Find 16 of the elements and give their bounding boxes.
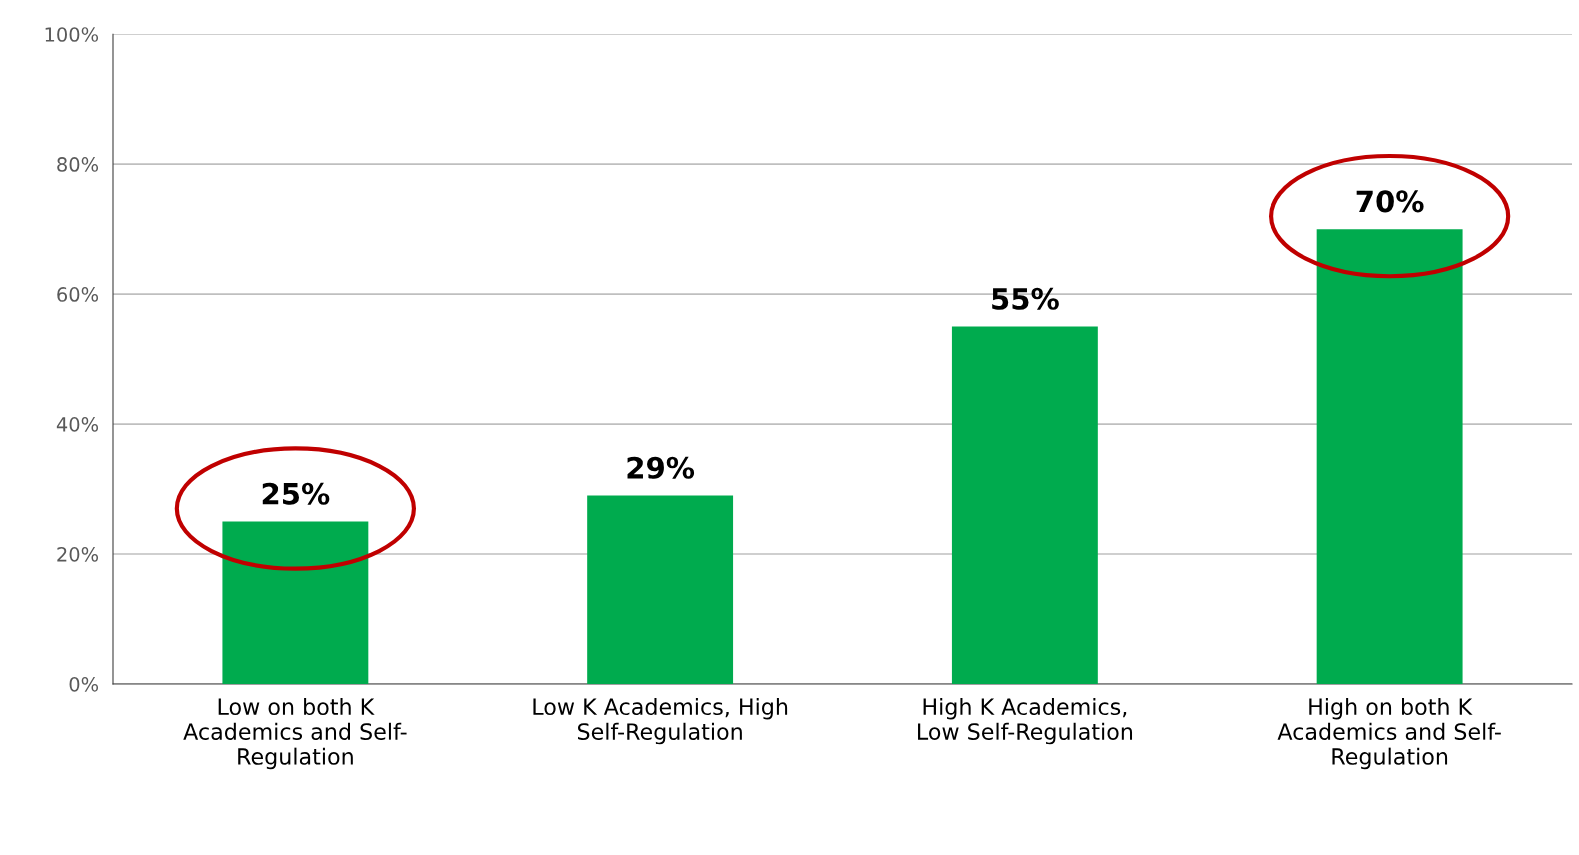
x-tick-label: Low K Academics, High Self-Regulation	[533, 697, 788, 745]
bar	[587, 495, 734, 684]
y-tick-label: 100%	[45, 27, 99, 42]
y-tick-label: 80%	[57, 157, 99, 172]
data-label: 25%	[262, 482, 330, 505]
bar	[951, 326, 1098, 684]
y-tick-label: 60%	[57, 287, 99, 302]
y-tick-label: 0%	[69, 676, 99, 692]
x-tick-label: High on both K Academics and Self- Regulation	[1277, 697, 1501, 770]
x-tick-label: Low on both K Academics and Self- Regulation	[183, 697, 407, 770]
y-tick-label: 40%	[56, 417, 99, 432]
data-label: 29%	[627, 456, 695, 479]
data-label: 70%	[1356, 190, 1424, 213]
y-tick-label: 20%	[57, 547, 99, 562]
data-label: 55%	[992, 287, 1059, 310]
x-tick-label: High K Academics, Low Self-Regulation	[918, 697, 1133, 745]
